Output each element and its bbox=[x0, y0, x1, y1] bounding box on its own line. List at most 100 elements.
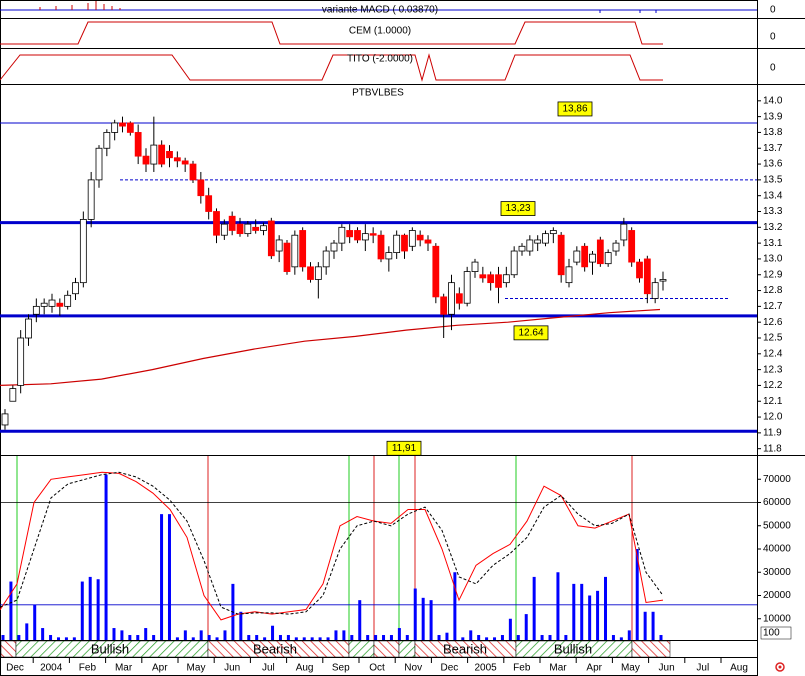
macd-label: variante MACD ( 0.03870) bbox=[322, 5, 438, 16]
candle-body bbox=[581, 245, 589, 268]
oscillator-plot bbox=[0, 471, 757, 640]
candle-body bbox=[205, 195, 213, 212]
candle-body bbox=[549, 230, 557, 235]
candle-body bbox=[565, 266, 573, 284]
candle-body bbox=[189, 163, 197, 181]
y-tick-label: 12.5 bbox=[763, 333, 783, 344]
volume-bar bbox=[72, 637, 76, 640]
x-tick-label: Sep bbox=[332, 663, 350, 674]
candle-body bbox=[103, 132, 111, 149]
candle-body bbox=[1, 413, 9, 426]
volume-bar bbox=[421, 597, 425, 640]
volume-bar bbox=[429, 600, 433, 640]
volume-bar bbox=[263, 637, 267, 640]
volume-bar bbox=[635, 549, 639, 640]
y-tick-label: 30000 bbox=[763, 567, 791, 578]
candle-body bbox=[291, 234, 299, 268]
candle-body bbox=[361, 233, 369, 241]
x-tick-label: Aug bbox=[730, 663, 748, 674]
volume-bar bbox=[350, 635, 354, 640]
candle-body bbox=[510, 250, 518, 276]
volume-bar bbox=[413, 588, 417, 640]
level-label-box bbox=[557, 101, 593, 117]
volume-bar bbox=[326, 637, 330, 640]
y-tick-label: 13.5 bbox=[763, 175, 783, 186]
regime-label: Bullish bbox=[554, 641, 592, 656]
candle-body bbox=[557, 234, 565, 276]
y-tick-label: 13.2 bbox=[763, 222, 783, 233]
volume-bar bbox=[485, 637, 489, 640]
candle-body bbox=[385, 252, 393, 260]
candle-body bbox=[9, 388, 17, 402]
volume-bar bbox=[223, 630, 227, 640]
volume-bar bbox=[231, 583, 235, 640]
candle-body bbox=[604, 252, 612, 265]
volume-bar bbox=[152, 635, 156, 640]
candle-body bbox=[432, 245, 440, 298]
volume-bar bbox=[532, 576, 536, 640]
candle-body bbox=[220, 223, 228, 236]
volume-bar bbox=[9, 581, 13, 640]
candle-body bbox=[181, 160, 189, 165]
x-tick-label: 2005 bbox=[474, 663, 497, 674]
y-tick-label: 11.8 bbox=[763, 443, 782, 454]
volume-bar bbox=[643, 611, 647, 640]
candle-body bbox=[307, 266, 314, 280]
candle-body bbox=[87, 179, 95, 220]
candle-body bbox=[126, 122, 134, 133]
candle-body bbox=[236, 223, 244, 235]
y-tick-label: 13.6 bbox=[763, 159, 783, 170]
candle-body bbox=[213, 211, 220, 236]
level-label-box bbox=[386, 440, 422, 456]
price-plot bbox=[0, 116, 757, 433]
volume-bar bbox=[64, 637, 68, 640]
candle-body bbox=[338, 226, 346, 244]
candle-body bbox=[330, 242, 338, 252]
y-tick-label: 12.2 bbox=[763, 380, 783, 391]
x-tick-label: Aug bbox=[296, 663, 314, 674]
regime-label: Bearish bbox=[443, 641, 487, 656]
candle-body bbox=[589, 253, 596, 263]
volume-bar bbox=[41, 628, 45, 640]
oscillator-line bbox=[0, 471, 664, 621]
volume-bar bbox=[183, 630, 187, 640]
level-label-box bbox=[513, 325, 549, 341]
y-tick-label: 11.9 bbox=[763, 428, 782, 439]
volume-bar bbox=[508, 618, 512, 640]
candle-body bbox=[518, 245, 526, 252]
oscillator-line bbox=[0, 471, 664, 615]
macd-bars-neg bbox=[599, 10, 657, 13]
cem-label: CEM (1.0000) bbox=[349, 26, 411, 37]
unit-label: 100 bbox=[763, 628, 780, 639]
x-tick-label: May bbox=[187, 663, 206, 674]
volume-bar bbox=[80, 581, 84, 640]
volume-bar bbox=[524, 614, 528, 640]
chart-title: PTBVLBES bbox=[352, 88, 404, 99]
status-icon[interactable] bbox=[775, 662, 785, 672]
volume-bar bbox=[389, 635, 393, 640]
regime-strip bbox=[0, 640, 671, 658]
volume-bar bbox=[500, 635, 504, 640]
volume-bar bbox=[286, 635, 290, 640]
x-tick-label: Jul bbox=[696, 663, 709, 674]
candle-body bbox=[526, 239, 534, 252]
candle-body bbox=[401, 234, 408, 252]
candle-body bbox=[134, 132, 142, 157]
candle-body bbox=[95, 147, 103, 181]
candle-body bbox=[322, 250, 330, 268]
volume-bar bbox=[596, 590, 600, 640]
volume-bar bbox=[453, 572, 457, 640]
y-tick-label: 12.8 bbox=[763, 285, 783, 296]
candle-body bbox=[534, 239, 542, 244]
volume-bar bbox=[318, 637, 322, 640]
volume-bar bbox=[437, 635, 441, 640]
candle-body bbox=[487, 274, 495, 284]
volume-bar bbox=[564, 635, 568, 640]
candle-body bbox=[166, 151, 173, 159]
volume-bar bbox=[540, 635, 544, 640]
x-tick-label: Mar bbox=[549, 663, 567, 674]
candle-body bbox=[628, 230, 636, 263]
volume-bar bbox=[239, 611, 243, 640]
y-tick-label: 60000 bbox=[763, 497, 791, 508]
y-tick-label: 12.7 bbox=[763, 301, 783, 312]
